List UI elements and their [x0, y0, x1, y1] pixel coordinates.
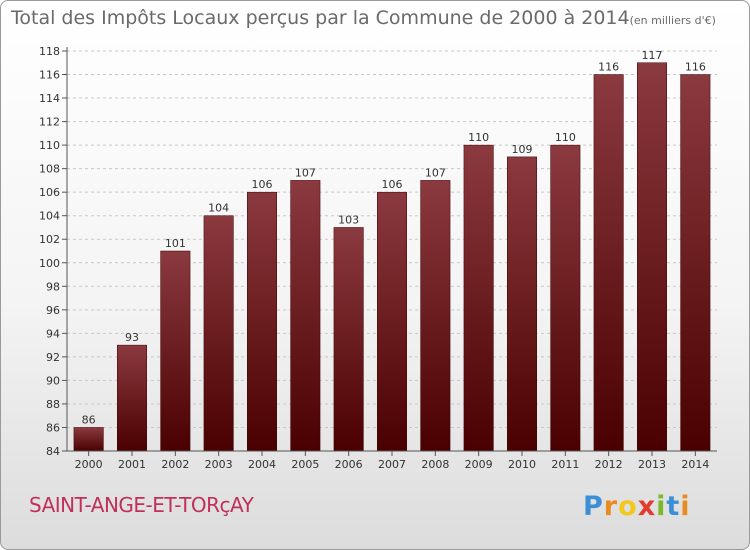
y-tick-label: 90	[46, 374, 60, 387]
bar	[637, 62, 667, 452]
x-tick-label: 2003	[205, 458, 233, 471]
x-axis: 2000 2001 2002 2003 2004 2005 2006 2007 2008 2009…	[67, 450, 717, 471]
bar	[420, 180, 451, 452]
bars: 86 93 101 104 106 107 103 106 107 110 109 110 116 117…	[73, 49, 711, 452]
chart-title: Total des Impôts Locaux perçus par la Co…	[11, 7, 716, 29]
bar-value-label: 110	[468, 131, 489, 144]
bar-value-label: 116	[598, 61, 619, 74]
y-tick-label: 98	[46, 280, 60, 293]
x-tick-label: 2011	[551, 458, 579, 471]
x-tick-label: 2014	[681, 458, 709, 471]
x-tick-label: 2000	[75, 458, 103, 471]
logo-letter: i	[680, 491, 691, 522]
bar-chart: 84 86 88 90 92 94 96 98 100 102 104 106 108 110 112 114…	[39, 45, 717, 471]
bar-value-label: 107	[295, 166, 316, 179]
y-tick-label: 92	[46, 351, 60, 364]
bar	[550, 144, 581, 452]
bar	[160, 250, 191, 452]
logo-letter: t	[666, 491, 681, 522]
bar	[333, 227, 364, 452]
logo-letter: o	[618, 491, 638, 522]
bar-value-label: 103	[338, 213, 359, 226]
bar-value-label: 93	[125, 331, 139, 344]
chart-title-unit: (en milliers d'€)	[629, 14, 716, 27]
y-tick-label: 86	[46, 421, 60, 434]
y-tick-label: 100	[39, 257, 60, 270]
x-tick-label: 2005	[291, 458, 319, 471]
bar	[377, 191, 407, 452]
x-tick-label: 2012	[595, 458, 623, 471]
bar	[593, 74, 624, 452]
x-tick-label: 2004	[248, 458, 276, 471]
y-tick-label: 108	[39, 163, 60, 176]
bar-value-label: 116	[685, 61, 706, 74]
bar	[73, 427, 104, 452]
x-tick-label: 2002	[161, 458, 189, 471]
bar	[463, 144, 494, 452]
y-tick-label: 114	[39, 92, 60, 105]
bar	[507, 156, 537, 452]
y-tick-label: 96	[46, 304, 60, 317]
bar	[680, 74, 711, 452]
bar-value-label: 104	[208, 202, 229, 215]
x-tick-label: 2006	[335, 458, 363, 471]
logo-letter: P	[583, 491, 604, 522]
y-tick-label: 112	[39, 116, 60, 129]
x-tick-label: 2001	[118, 458, 146, 471]
y-tick-label: 94	[46, 327, 60, 340]
bar-value-label: 110	[555, 131, 576, 144]
y-tick-label: 104	[39, 210, 60, 223]
bar	[117, 344, 147, 452]
y-tick-label: 106	[39, 186, 60, 199]
bar	[203, 215, 234, 452]
proxiti-logo[interactable]: Proxiti	[583, 491, 691, 522]
x-tick-label: 2010	[508, 458, 536, 471]
logo-letter: i	[656, 491, 667, 522]
bar-value-label: 109	[512, 143, 533, 156]
y-axis: 84 86 88 90 92 94 96 98 100 102 104 106 108 110 112 114…	[39, 45, 68, 458]
y-tick-label: 110	[39, 139, 60, 152]
bar-value-label: 106	[252, 178, 273, 191]
bar-value-label: 101	[165, 237, 186, 250]
y-tick-label: 116	[39, 69, 60, 82]
y-tick-label: 102	[39, 233, 60, 246]
bar	[290, 180, 321, 452]
x-tick-label: 2007	[378, 458, 406, 471]
chart-title-text: Total des Impôts Locaux perçus par la Co…	[11, 7, 630, 29]
bar-value-label: 106	[382, 178, 403, 191]
x-tick-label: 2009	[465, 458, 493, 471]
logo-letter: x	[637, 491, 657, 522]
y-tick-label: 118	[39, 45, 60, 58]
y-tick-label: 88	[46, 398, 60, 411]
bar	[247, 191, 277, 452]
x-tick-label: 2013	[638, 458, 666, 471]
y-tick-label: 84	[46, 445, 60, 458]
bar-value-label: 107	[425, 166, 446, 179]
commune-name: SAINT-ANGE-ET-TORçAY	[29, 493, 254, 517]
bar-value-label: 86	[82, 413, 96, 426]
bar-value-label: 117	[642, 49, 663, 62]
logo-letter: r	[603, 491, 619, 522]
x-tick-label: 2008	[421, 458, 449, 471]
